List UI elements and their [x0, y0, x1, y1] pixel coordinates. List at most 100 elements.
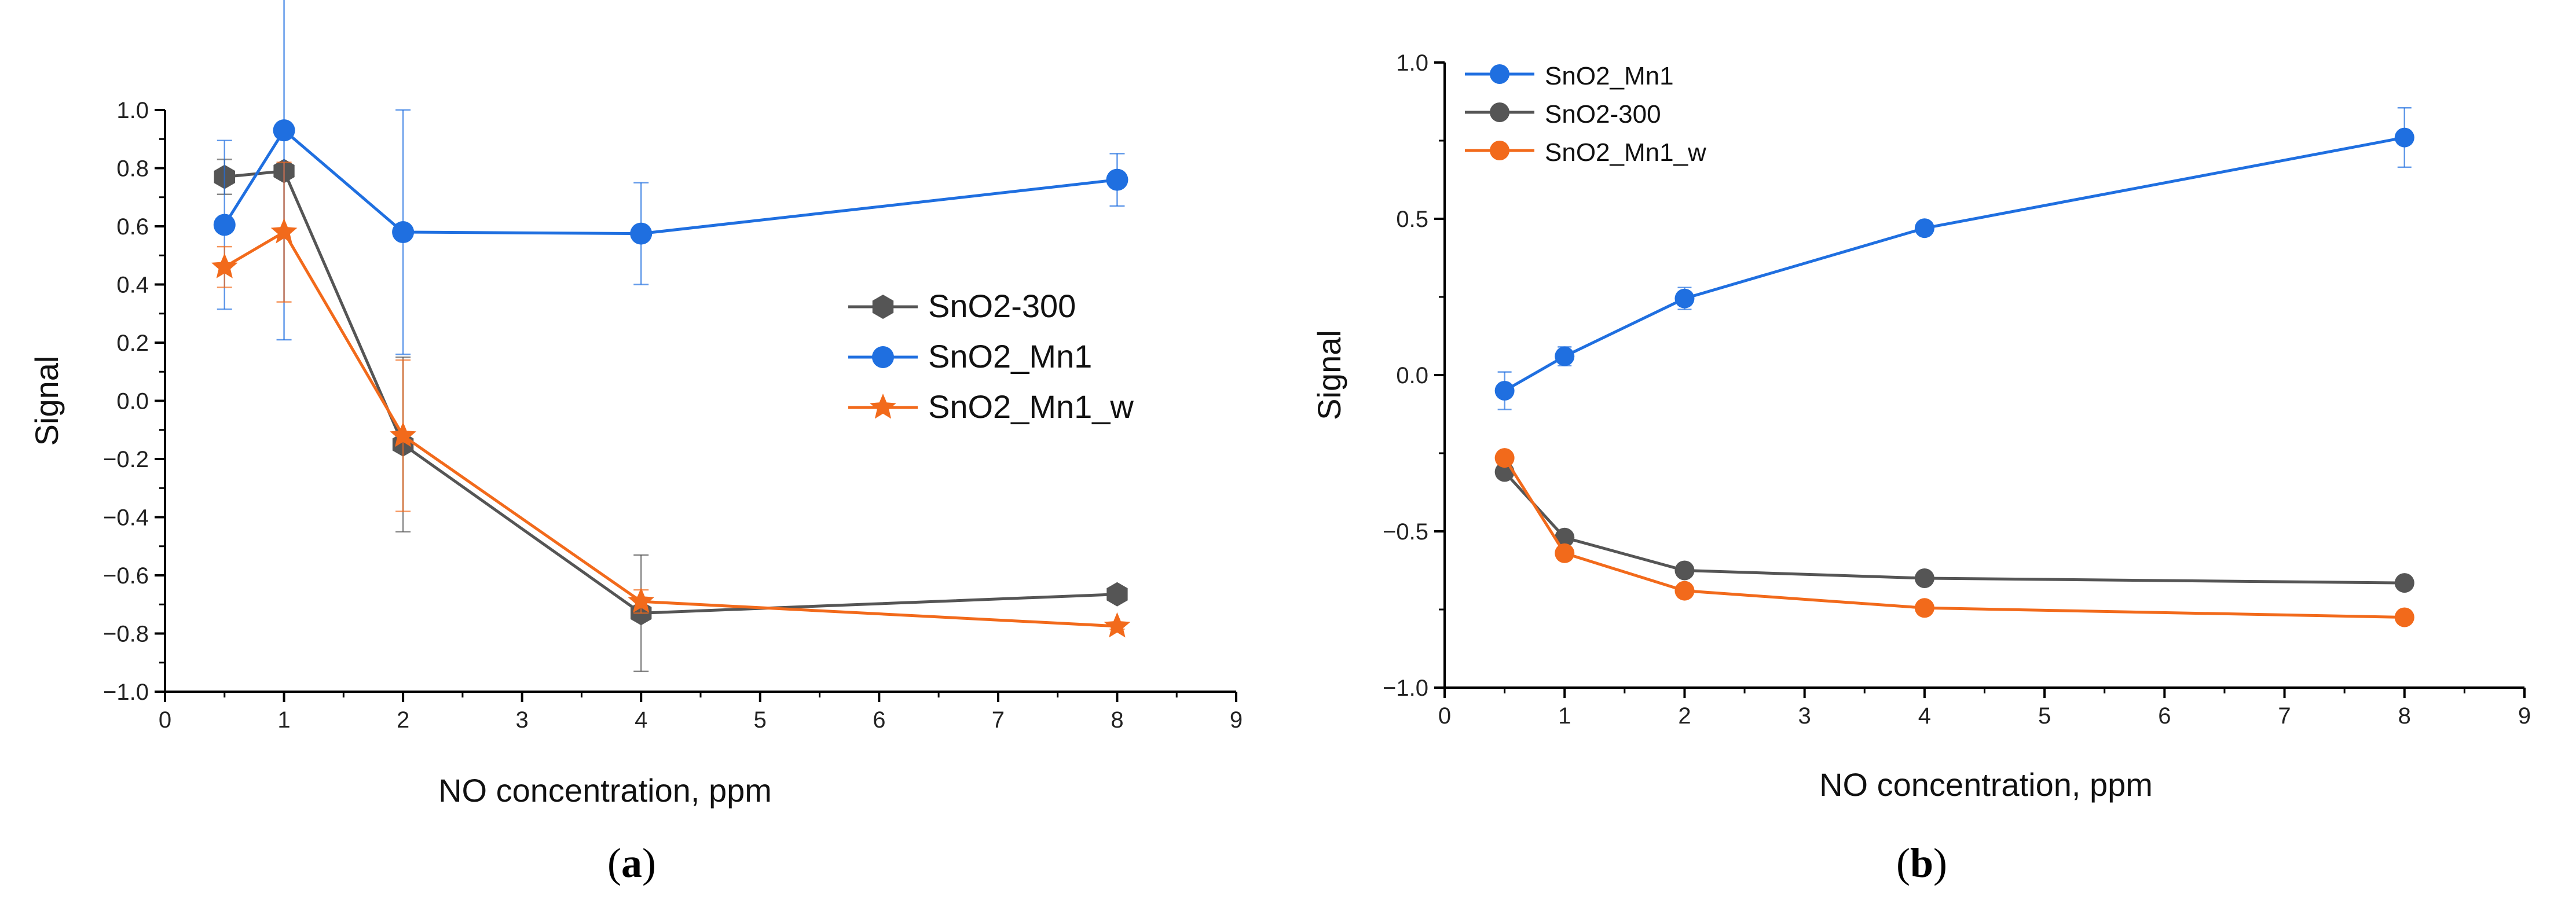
chart-a-x-axis-title: NO concentration, ppm [438, 772, 772, 809]
plot-a: 0 1 2 3 4 5 6 7 8 9 −1.0 −0.8 −0.6 −0.4 −0.2 0.0 0.2 0.4 0… [28, 0, 1243, 809]
chart-b-series-1-point [1674, 560, 1695, 581]
chart-b-x-tick-label: 9 [2518, 703, 2531, 729]
chart-b-x-tick-label: 8 [2398, 703, 2411, 729]
chart-a-y-tick-label: 0.2 [116, 331, 149, 356]
chart-a-y-tick-label: −1.0 [103, 680, 149, 705]
chart-a-legend-marker [870, 394, 896, 419]
chart-a-legend-marker [872, 346, 894, 368]
chart-b-series-0-point [1494, 381, 1515, 401]
chart-b-x-tick-label: 1 [1558, 703, 1571, 729]
chart-b-series-1-point [2394, 573, 2414, 593]
chart-b-legend-marker [1490, 102, 1509, 122]
caption-close-b: ) [1933, 840, 1948, 886]
chart-a-y-tick-label: 0.4 [116, 273, 149, 298]
chart-b-series-2-point [2394, 607, 2414, 627]
chart-a-legend-label: SnO2_Mn1 [928, 338, 1092, 374]
series-sno2-mn1-w-b [1494, 448, 2414, 627]
chart-b-series-1-point [1914, 568, 1934, 588]
chart-a-x-tick-label: 2 [397, 707, 409, 733]
chart-a-x-tick-label: 1 [277, 707, 290, 733]
chart-b-legend-label: SnO2-300 [1545, 100, 1661, 128]
chart-b-series-1-point [1555, 527, 1575, 548]
chart-b-series-0-line [1504, 136, 2405, 392]
chart-b-x-tick-label: 2 [1678, 703, 1691, 729]
chart-a-x-tick-label: 0 [159, 707, 171, 733]
chart-a-series-1-point [273, 119, 295, 142]
chart-a-legend-label: SnO2_Mn1_w [928, 388, 1134, 425]
panel-caption-a: (a) [607, 839, 656, 887]
plot-b: 0 1 2 3 4 5 6 7 8 9 −1.0 −0.5 0.0 0.5 1.0 NO concentrat… [1311, 50, 2531, 803]
chart-a-y-tick-label: −0.4 [103, 505, 149, 531]
chart-b-y-tick-label: 0.0 [1396, 363, 1428, 388]
chart-b-series-2-point [1914, 598, 1934, 618]
chart-a-y-tick-label: −0.6 [103, 563, 149, 589]
caption-close-a: ) [642, 840, 656, 886]
chart-b-y-tick-label: −0.5 [1383, 519, 1428, 545]
chart-a-y-tick-label: 0.6 [116, 214, 149, 240]
chart-b-y-tick-label: −1.0 [1383, 675, 1428, 701]
chart-a-x-tick-label: 7 [992, 707, 1005, 733]
chart-b-x-axis-title: NO concentration, ppm [1819, 766, 2153, 803]
chart-a-series-1-point [1106, 168, 1128, 191]
chart-b-y-tick-label: 0.5 [1396, 207, 1428, 232]
chart-b-x-tick-label: 0 [1438, 703, 1451, 729]
caption-letter-b: b [1910, 840, 1934, 886]
chart-a-series-0-point [1106, 582, 1128, 607]
chart-a-series-2-point [270, 218, 298, 244]
chart-a-y-tick-label: 1.0 [116, 98, 149, 123]
chart-b-legend-label: SnO2_Mn1_w [1545, 138, 1706, 167]
chart-a-y-tick-label: −0.8 [103, 622, 149, 647]
chart-b-legend-marker [1490, 141, 1509, 160]
series-sno2-mn1-w-a [211, 161, 1131, 638]
chart-a-series-1-point [213, 214, 236, 236]
chart-b-y-axis-title: Signal [1311, 330, 1347, 420]
chart-b-x-tick-label: 4 [1918, 703, 1931, 729]
chart-b-x-tick-label: 5 [2038, 703, 2051, 729]
chart-a-x-tick-label: 9 [1230, 707, 1243, 733]
chart-a-y-tick-label: 0.8 [116, 156, 149, 182]
chart-b-series-2-point [1555, 543, 1575, 563]
chart-a-y-tick-label: −0.2 [103, 447, 149, 472]
chart-a-x-tick-label: 6 [873, 707, 885, 733]
chart-b-series-0-point [1674, 288, 1695, 309]
series-sno2-300-b [1494, 462, 2414, 593]
series-sno2-mn1-b [1494, 107, 2414, 410]
chart-a-series-1-point [392, 221, 415, 244]
chart-b-y-tick-label: 1.0 [1396, 50, 1428, 76]
chart-a-x-tick-label: 4 [635, 707, 647, 733]
chart-b-series-0-point [2394, 127, 2414, 148]
chart-a-y-tick-label: 0.0 [116, 389, 149, 414]
caption-letter-a: a [621, 840, 642, 886]
chart-b-series-2-point [1674, 581, 1695, 601]
chart-a-x-tick-label: 5 [754, 707, 767, 733]
legend-b: SnO2_Mn1 SnO2-300 SnO2_Mn1_w [1465, 62, 1706, 167]
chart-b-series-0-point [1555, 346, 1575, 366]
chart-b-series-1-line [1503, 471, 2405, 585]
panel-caption-b: (b) [1896, 839, 1947, 887]
chart-a-y-axis-title: Signal [28, 356, 65, 446]
chart-a-x-tick-label: 8 [1111, 707, 1123, 733]
chart-a-series-2-point [1104, 612, 1131, 638]
chart-a-legend-marker [872, 295, 894, 319]
chart-a-legend-label: SnO2-300 [928, 288, 1076, 324]
chart-b-x-tick-label: 6 [2158, 703, 2171, 729]
chart-a-series-1-point [630, 222, 653, 245]
chart-b-series-0-point [1914, 218, 1934, 238]
caption-open-a: ( [607, 840, 621, 886]
caption-open-b: ( [1896, 840, 1910, 886]
chart-a-series-2-point [390, 421, 416, 447]
chart-b-x-tick-label: 7 [2278, 703, 2291, 729]
chart-a-series-2-point [628, 587, 654, 613]
series-sno2-mn1-a [213, 0, 1128, 355]
chart-a-series-2-point [211, 253, 238, 278]
chart-b-series-2-point [1494, 448, 1515, 468]
chart-b-series-2-line [1503, 457, 2405, 619]
legend-a: SnO2-300 SnO2_Mn1 SnO2_Mn1_w [848, 288, 1134, 425]
chart-a-x-tick-label: 3 [516, 707, 529, 733]
chart-b-legend-marker [1490, 64, 1509, 84]
chart-a-series-1-line [223, 128, 1117, 236]
chart-b-legend-label: SnO2_Mn1 [1545, 62, 1674, 90]
chart-b-x-tick-label: 3 [1798, 703, 1811, 729]
